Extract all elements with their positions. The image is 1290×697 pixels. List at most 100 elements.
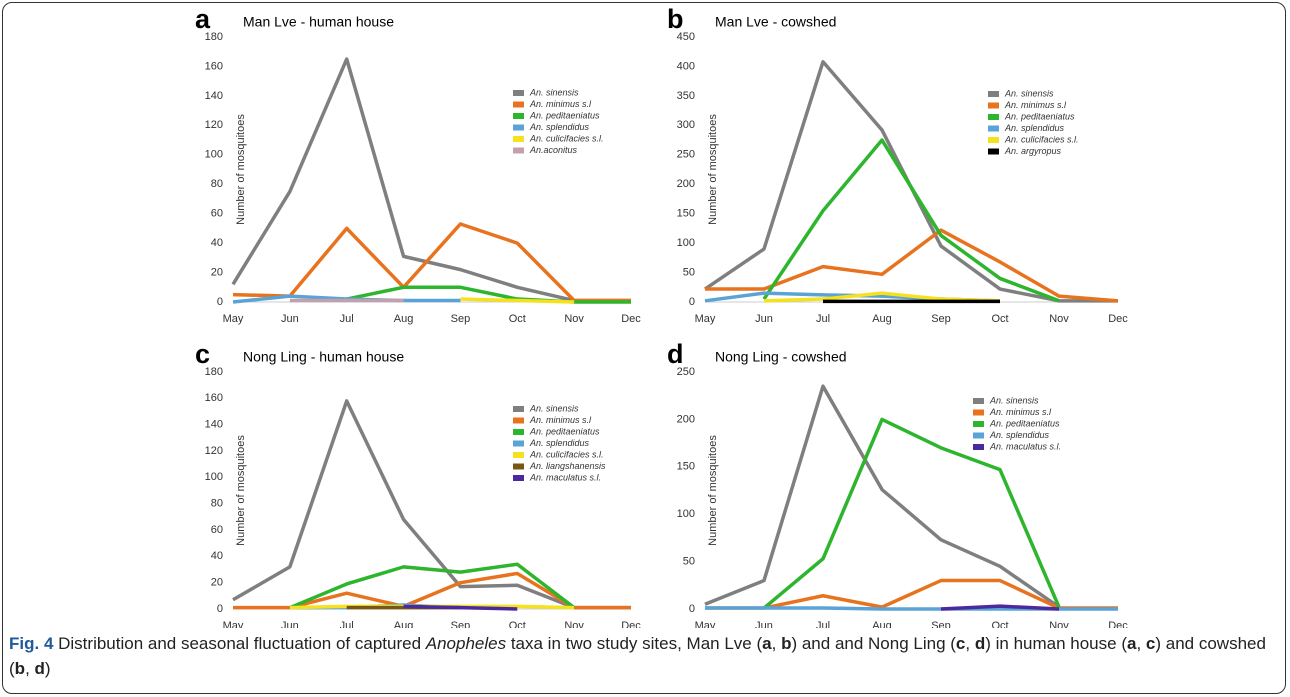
legend-label: An. splendidus xyxy=(1004,123,1065,133)
series-line xyxy=(763,291,1001,303)
series-line xyxy=(231,57,631,303)
legend-label: An. sinensis xyxy=(529,87,579,97)
x-tick-label: Jul xyxy=(340,620,354,628)
legend-swatch xyxy=(973,444,984,450)
legend-swatch xyxy=(513,440,524,447)
x-tick-label: Nov xyxy=(564,620,584,628)
series-line xyxy=(940,604,1060,611)
y-tick-label: 450 xyxy=(677,31,695,43)
x-tick-label: Sep xyxy=(931,620,951,628)
y-axis-title: Number of mosquitoes xyxy=(235,114,247,225)
legend-label: An. splendidus xyxy=(529,438,590,448)
legend-swatch xyxy=(513,452,524,458)
charts: a Man Lve - human house Number of mosquito… xyxy=(195,4,1128,628)
series-line xyxy=(704,59,1118,303)
y-tick-label: 80 xyxy=(211,498,223,510)
legend-swatch xyxy=(513,136,524,142)
y-tick-label: 140 xyxy=(205,90,223,102)
caption-part: Fig. 4 xyxy=(9,634,54,653)
chart-title: Nong Ling - human house xyxy=(243,349,404,365)
caption-part: taxa in two study sites, Man Lve ( xyxy=(506,634,763,653)
x-tick-label: Oct xyxy=(509,620,526,628)
y-tick-label: 20 xyxy=(211,577,223,589)
y-tick-label: 100 xyxy=(205,149,223,161)
y-tick-label: 60 xyxy=(211,524,223,536)
series-line xyxy=(762,417,1061,610)
y-tick-label: 200 xyxy=(677,178,695,190)
x-tick-label: May xyxy=(223,620,244,628)
legend-label: An. peditaeniatus xyxy=(989,418,1060,428)
caption-part: , xyxy=(25,659,35,678)
legend-swatch xyxy=(973,409,984,416)
legend-swatch xyxy=(988,114,999,120)
y-tick-label: 200 xyxy=(677,413,695,425)
x-tick-label: May xyxy=(695,313,716,325)
caption-part: ) and cowshed ( xyxy=(9,634,1266,678)
y-tick-label: 100 xyxy=(677,508,695,520)
legend-swatch xyxy=(973,398,984,404)
y-tick-label: 0 xyxy=(689,603,695,615)
x-tick-label: Dec xyxy=(1108,620,1128,628)
legend-swatch xyxy=(513,90,524,96)
caption-part: a xyxy=(762,634,772,653)
legend-swatch xyxy=(513,406,524,412)
x-tick-label: Dec xyxy=(1108,313,1128,325)
legend-swatch xyxy=(988,102,999,109)
x-tick-label: Oct xyxy=(991,620,1008,628)
panel-label: c xyxy=(195,339,210,369)
legend-label: An. minimus s.l xyxy=(529,99,592,109)
caption-part: ) xyxy=(44,659,51,678)
series-line xyxy=(704,384,1060,609)
legend-swatch xyxy=(513,475,524,481)
legend-label: An. splendidus xyxy=(529,122,590,132)
y-tick-label: 350 xyxy=(677,90,695,102)
y-axis-title: Number of mosquitoes xyxy=(707,435,719,546)
y-tick-label: 40 xyxy=(211,237,223,249)
y-tick-label: 150 xyxy=(677,461,695,473)
legend-label: An. peditaeniatus xyxy=(529,110,600,120)
caption-part: a xyxy=(1126,634,1137,653)
y-tick-label: 100 xyxy=(677,237,695,249)
x-tick-label: Jul xyxy=(816,313,830,325)
y-tick-label: 100 xyxy=(205,471,223,483)
series-line xyxy=(233,571,631,610)
caption-part: b xyxy=(14,659,26,678)
y-tick-label: 150 xyxy=(677,208,695,220)
y-tick-label: 400 xyxy=(677,60,695,72)
series-line xyxy=(460,297,575,304)
x-tick-label: Jul xyxy=(340,313,354,325)
legend-swatch xyxy=(513,113,524,119)
x-tick-label: Aug xyxy=(872,620,892,628)
legend-label: An. argyropus xyxy=(1004,146,1062,156)
legend-swatch xyxy=(988,91,999,97)
panel-label: a xyxy=(195,4,211,34)
series-line xyxy=(346,285,631,304)
series-line xyxy=(403,604,518,611)
chart-title: Man Lve - human house xyxy=(243,14,394,30)
legend-label: An. maculatus s.l. xyxy=(989,441,1061,451)
legend-swatch xyxy=(513,124,524,131)
x-tick-label: Sep xyxy=(931,313,951,325)
x-tick-label: May xyxy=(223,313,244,325)
x-tick-label: Sep xyxy=(451,313,471,325)
caption-part: d xyxy=(974,634,986,653)
caption-part: ) and and Nong Ling ( xyxy=(791,634,956,653)
series-line xyxy=(232,222,631,303)
chart-title: Nong Ling - cowshed xyxy=(715,349,847,365)
caption-part: , xyxy=(771,634,782,653)
panel-label: d xyxy=(667,339,684,369)
legend-swatch xyxy=(513,429,524,435)
y-tick-label: 180 xyxy=(205,31,223,43)
legend-label: An. culicifacies s.l. xyxy=(1004,134,1079,144)
legend-label: An. maculatus s.l. xyxy=(529,472,601,482)
x-tick-label: Jul xyxy=(816,620,830,628)
y-tick-label: 0 xyxy=(217,296,223,308)
legend-label: An. peditaeniatus xyxy=(529,426,600,436)
x-tick-label: Dec xyxy=(621,313,641,325)
y-tick-label: 50 xyxy=(683,266,695,278)
y-tick-label: 120 xyxy=(205,119,223,131)
chart-title: Man Lve - cowshed xyxy=(715,14,836,30)
caption-part: c xyxy=(955,634,966,653)
y-tick-label: 40 xyxy=(211,550,223,562)
legend-label: An. splendidus xyxy=(989,430,1050,440)
